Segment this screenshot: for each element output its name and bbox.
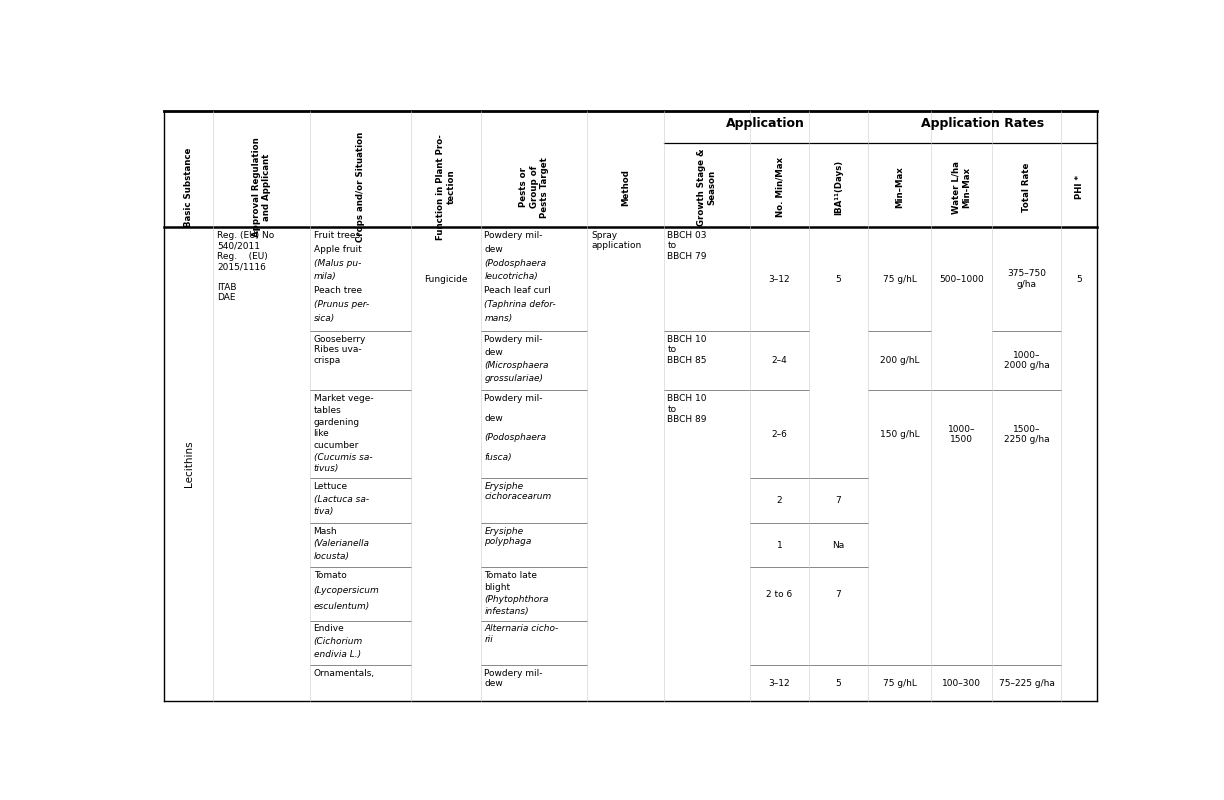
Text: 7: 7 <box>836 590 841 598</box>
Text: dew: dew <box>485 348 503 357</box>
Text: Water L/ha
Min-Max: Water L/ha Min-Max <box>952 161 972 214</box>
Text: 2 to 6: 2 to 6 <box>766 590 793 598</box>
Text: (Podosphaera: (Podosphaera <box>485 433 547 442</box>
Text: 375–750
g/ha: 375–750 g/ha <box>1007 270 1047 289</box>
Text: Powdery mil-: Powdery mil- <box>485 394 543 403</box>
Text: (Malus pu-: (Malus pu- <box>313 258 361 267</box>
Text: 500–1000: 500–1000 <box>939 274 984 284</box>
Text: Market vege-: Market vege- <box>313 394 373 403</box>
Text: Growth Stage &
Season: Growth Stage & Season <box>698 148 716 226</box>
Text: 200 g/hL: 200 g/hL <box>880 356 919 366</box>
Text: 75 g/hL: 75 g/hL <box>883 274 917 284</box>
Text: 5: 5 <box>1076 274 1082 284</box>
Text: Tomato: Tomato <box>313 571 346 580</box>
Text: Tomato late: Tomato late <box>485 571 537 580</box>
Text: cucumber: cucumber <box>313 441 359 450</box>
Text: fusca): fusca) <box>485 453 512 462</box>
Text: (Cucumis sa-: (Cucumis sa- <box>313 453 372 462</box>
Text: locusta): locusta) <box>313 552 350 561</box>
Text: 3–12: 3–12 <box>769 274 791 284</box>
Text: Function in Plant Pro-
tection: Function in Plant Pro- tection <box>437 134 455 240</box>
Text: dew: dew <box>485 245 503 254</box>
Text: Lecithins: Lecithins <box>184 441 193 487</box>
Text: Crops and/or Situation: Crops and/or Situation <box>356 132 365 242</box>
Text: 1: 1 <box>777 541 782 550</box>
Text: 2: 2 <box>777 496 782 505</box>
Text: mila): mila) <box>313 273 337 282</box>
Text: 100–300: 100–300 <box>942 678 982 688</box>
Text: Alternaria cicho-
rii: Alternaria cicho- rii <box>485 625 558 644</box>
Text: tables: tables <box>313 406 341 415</box>
Text: (Lycopersicum: (Lycopersicum <box>313 586 379 595</box>
Text: leucotricha): leucotricha) <box>485 273 539 282</box>
Text: 150 g/hL: 150 g/hL <box>880 430 919 439</box>
Text: (Prunus per-: (Prunus per- <box>313 300 368 309</box>
Text: 5: 5 <box>836 274 841 284</box>
Text: Lettuce: Lettuce <box>313 482 348 491</box>
Text: 75 g/hL: 75 g/hL <box>883 678 917 688</box>
Text: blight: blight <box>485 583 510 592</box>
Text: grossulariae): grossulariae) <box>485 374 543 383</box>
Text: mans): mans) <box>485 314 513 323</box>
Text: Application Rates: Application Rates <box>920 117 1044 130</box>
Text: 75–225 g/ha: 75–225 g/ha <box>999 678 1055 688</box>
Text: 2–6: 2–6 <box>771 430 787 439</box>
Text: gardening: gardening <box>313 418 360 426</box>
Text: Application: Application <box>726 117 805 130</box>
Text: Endive: Endive <box>313 625 344 634</box>
Text: tivus): tivus) <box>313 465 339 474</box>
Text: Basic Substance: Basic Substance <box>185 147 193 226</box>
Text: like: like <box>313 430 329 438</box>
Text: infestans): infestans) <box>485 606 529 616</box>
Text: endivia L.): endivia L.) <box>313 650 361 659</box>
Text: dew: dew <box>485 414 503 422</box>
Text: Spray
application: Spray application <box>591 231 641 250</box>
Text: 7: 7 <box>836 496 841 505</box>
Text: BBCH 10
to
BBCH 85: BBCH 10 to BBCH 85 <box>667 334 707 365</box>
Text: Mash: Mash <box>313 526 338 535</box>
Text: Total Rate: Total Rate <box>1022 162 1031 212</box>
Text: BBCH 10
to
BBCH 89: BBCH 10 to BBCH 89 <box>667 394 707 424</box>
Text: Fruit trees: Fruit trees <box>313 231 360 240</box>
Text: Reg. (EU) No
540/2011
Reg.    (EU)
2015/1116

ITAB
DAE: Reg. (EU) No 540/2011 Reg. (EU) 2015/111… <box>217 231 274 302</box>
Text: (Cichorium: (Cichorium <box>313 637 362 646</box>
Text: Peach tree: Peach tree <box>313 286 362 295</box>
Text: Powdery mil-: Powdery mil- <box>485 231 543 240</box>
Text: sica): sica) <box>313 314 335 323</box>
Text: (Phytophthora: (Phytophthora <box>485 594 548 604</box>
Text: PHI *: PHI * <box>1075 175 1083 199</box>
Text: (Microsphaera: (Microsphaera <box>485 361 548 370</box>
Text: 1500–
2250 g/ha: 1500– 2250 g/ha <box>1004 425 1049 444</box>
Text: 1000–
2000 g/ha: 1000– 2000 g/ha <box>1004 351 1049 370</box>
Text: Fungicide: Fungicide <box>425 274 468 284</box>
Text: Pests or
Group of
Pests Target: Pests or Group of Pests Target <box>519 157 548 218</box>
Text: 3–12: 3–12 <box>769 678 791 688</box>
Text: Erysiphe
polyphaga: Erysiphe polyphaga <box>485 526 531 546</box>
Text: (Lactuca sa-: (Lactuca sa- <box>313 494 368 504</box>
Text: BBCH 03
to
BBCH 79: BBCH 03 to BBCH 79 <box>667 231 707 261</box>
Text: Na: Na <box>832 541 845 550</box>
Text: Peach leaf curl: Peach leaf curl <box>485 286 551 295</box>
Text: 1000–
1500: 1000– 1500 <box>947 425 976 444</box>
Text: (Taphrina defor-: (Taphrina defor- <box>485 300 556 309</box>
Text: Ornamentals,: Ornamentals, <box>313 669 375 678</box>
Text: Erysiphe
cichoracearum: Erysiphe cichoracearum <box>485 482 552 502</box>
Text: No. Min/Max: No. Min/Max <box>775 157 785 217</box>
Text: Method: Method <box>621 169 630 206</box>
Text: Powdery mil-
dew: Powdery mil- dew <box>485 669 543 688</box>
Text: esculentum): esculentum) <box>313 602 370 610</box>
Text: Gooseberry
Ribes uva-
crispa: Gooseberry Ribes uva- crispa <box>313 334 366 365</box>
Text: (Valerianella: (Valerianella <box>313 539 370 548</box>
Text: Approval Regulation
and Applicant: Approval Regulation and Applicant <box>252 138 272 237</box>
Text: tiva): tiva) <box>313 507 334 517</box>
Text: Powdery mil-: Powdery mil- <box>485 334 543 344</box>
Text: 5: 5 <box>836 678 841 688</box>
Text: Apple fruit: Apple fruit <box>313 245 361 254</box>
Text: (Podosphaera: (Podosphaera <box>485 258 547 267</box>
Text: Min–Max: Min–Max <box>895 166 905 208</box>
Text: 2–4: 2–4 <box>771 356 787 366</box>
Text: IBA¹¹(Days): IBA¹¹(Days) <box>834 159 843 214</box>
